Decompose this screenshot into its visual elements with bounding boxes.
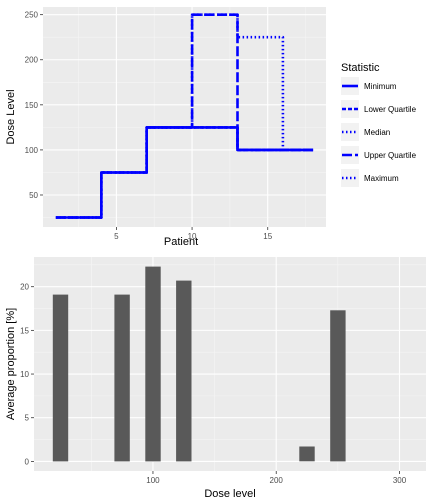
bar-dose-75 [114, 294, 130, 462]
bottom-chart: 100 200 300 0 5 10 15 20 Dose level Average pr… [5, 257, 426, 500]
bottom-x-tick-label: 300 [393, 476, 407, 485]
legend-keys: Minimum Lower Quartile Median Upper Quartil… [341, 77, 417, 187]
top-series-group [55, 13, 314, 219]
bar-dose-250 [330, 310, 346, 462]
top-x-tick-label: 10 [188, 232, 197, 241]
bar-dose-125 [176, 280, 192, 462]
legend-label-minimum: Minimum [364, 82, 397, 91]
top-y-tick-label: 150 [25, 101, 39, 110]
bottom-y-axis-label: Average proportion [%] [5, 308, 17, 420]
top-y-tick-label: 250 [25, 11, 39, 20]
bar-dose-25 [52, 294, 69, 462]
top-y-axis-ticks: 50 100 150 200 250 [25, 11, 43, 200]
top-plot-panel [43, 7, 326, 227]
top-x-tick-label: 15 [263, 232, 272, 241]
top-x-axis-label: Patient [164, 236, 198, 248]
legend: Statistic Minimum Lower Quartile Median Upp… [341, 62, 417, 187]
bar-dose-225 [299, 446, 315, 462]
legend-label-median: Median [364, 128, 390, 137]
legend-label-lower-quartile: Lower Quartile [364, 105, 417, 114]
legend-label-upper-quartile: Upper Quartile [364, 151, 417, 160]
top-y-tick-label: 100 [25, 146, 39, 155]
top-y-axis-label: Dose Level [5, 89, 17, 144]
bar-dose-100 [145, 266, 161, 462]
bottom-y-tick-label: 20 [20, 283, 29, 292]
top-x-tick-label: 5 [114, 232, 119, 241]
legend-title: Statistic [341, 62, 380, 74]
bottom-y-axis-ticks: 0 5 10 15 20 [20, 283, 34, 466]
top-y-tick-label: 200 [25, 56, 39, 65]
bottom-y-tick-label: 15 [20, 326, 29, 335]
bottom-plot-panel [34, 257, 426, 471]
series-line-upper-quartile [55, 13, 314, 219]
bottom-x-tick-label: 200 [270, 476, 284, 485]
bottom-grid [34, 257, 426, 471]
bottom-x-tick-label: 100 [146, 476, 160, 485]
top-x-axis-ticks: 5 10 15 [114, 227, 273, 241]
bottom-y-tick-label: 0 [25, 457, 30, 466]
legend-label-maximum: Maximum [364, 174, 399, 183]
bottom-bars-group [52, 266, 346, 462]
bottom-x-axis-label: Dose level [204, 488, 255, 500]
bottom-y-tick-label: 5 [25, 414, 30, 423]
bottom-x-axis-ticks: 100 200 300 [146, 471, 407, 485]
top-y-tick-label: 50 [29, 191, 38, 200]
bottom-y-tick-label: 10 [20, 370, 29, 379]
